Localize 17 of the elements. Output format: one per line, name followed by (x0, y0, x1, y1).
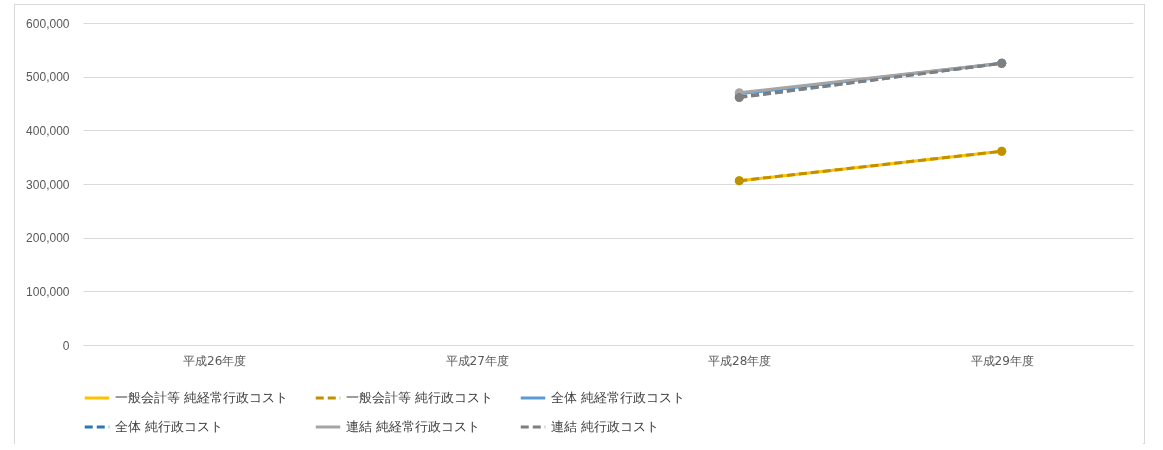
legend-label: 全体 純経常行政コスト (551, 390, 686, 405)
y-tick-label: 0 (62, 338, 70, 353)
x-tick-label: 平成29年度 (970, 353, 1034, 368)
legend-label: 連結 純行政コスト (551, 419, 660, 434)
x-tick-label: 平成26年度 (183, 353, 247, 368)
legend-label: 全体 純行政コスト (115, 419, 224, 434)
legend-label: 一般会計等 純経常行政コスト (115, 390, 289, 405)
y-tick-label: 200,000 (26, 231, 70, 246)
y-tick-label: 400,000 (26, 123, 70, 138)
legend-label: 連結 純経常行政コスト (346, 419, 481, 434)
y-tick-label: 600,000 (26, 16, 70, 31)
x-tick-label: 平成27年度 (445, 353, 509, 368)
y-tick-label: 300,000 (26, 177, 70, 192)
y-tick-label: 500,000 (26, 70, 70, 85)
x-tick-label: 平成28年度 (708, 353, 772, 368)
y-tick-label: 100,000 (26, 284, 70, 299)
legend-label: 一般会計等 純行政コスト (346, 390, 494, 405)
